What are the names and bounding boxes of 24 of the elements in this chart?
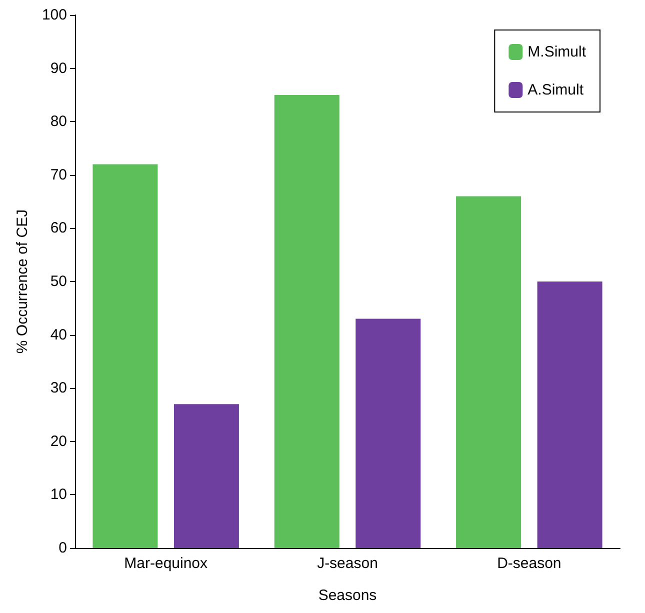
y-tick-label: 70 — [50, 166, 67, 184]
x-axis-title: Seasons — [318, 587, 377, 604]
y-tick-label: 50 — [50, 273, 67, 290]
x-tick-label: J-season — [317, 555, 378, 572]
y-tick-label: 80 — [50, 113, 67, 130]
y-tick-label: 10 — [50, 486, 67, 504]
y-tick-label: 0 — [58, 540, 67, 556]
bar — [356, 318, 421, 548]
bar — [274, 94, 340, 548]
bar — [456, 196, 522, 548]
legend-label: M.Simult — [528, 44, 587, 60]
bar — [537, 282, 602, 548]
x-tick-label: D-season — [497, 555, 562, 572]
y-axis-title: % Occurrence of CEJ — [14, 209, 31, 354]
y-tick-label: 40 — [50, 326, 67, 344]
bar — [174, 404, 239, 548]
y-tick-label: 100 — [42, 6, 67, 24]
legend-label: A.Simult — [528, 82, 584, 98]
x-tick-label: Mar-equinox — [124, 555, 208, 572]
y-tick-label: 90 — [50, 60, 67, 77]
bar — [92, 164, 158, 548]
y-tick-label: 20 — [50, 432, 67, 450]
y-tick-label: 60 — [50, 220, 67, 237]
y-tick-label: 30 — [50, 380, 67, 397]
